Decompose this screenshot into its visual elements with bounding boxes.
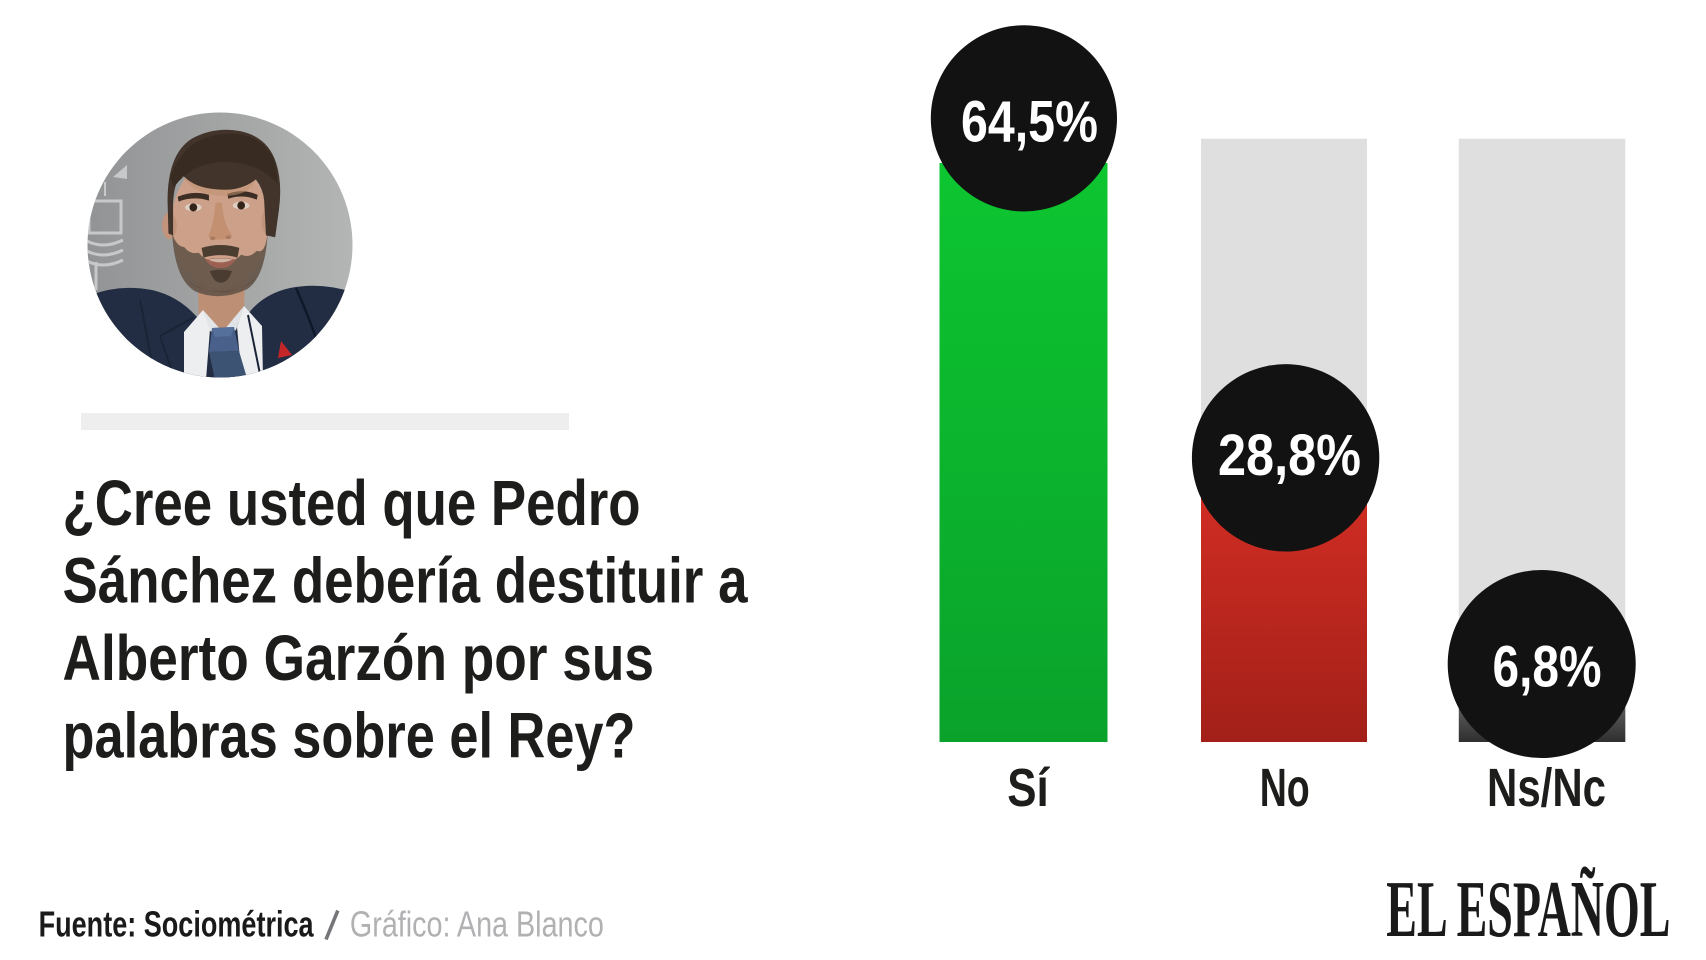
svg-text:Gráfico: Ana Blanco: Gráfico: Ana Blanco [350,904,604,945]
svg-text:No: No [1260,758,1310,818]
svg-text:Ns/Nc: Ns/Nc [1487,758,1606,818]
svg-text:Fuente: Sociométrica: Fuente: Sociométrica [39,904,315,945]
svg-text:Sí: Sí [1007,758,1050,818]
svg-text:¿Cree usted que Pedro: ¿Cree usted que Pedro [63,467,641,539]
svg-text:64,5%: 64,5% [961,90,1098,155]
svg-text:Alberto Garzón por sus: Alberto Garzón por sus [63,622,655,694]
svg-text:palabras sobre el Rey?: palabras sobre el Rey? [63,700,636,772]
svg-text:Sánchez debería destituir a: Sánchez debería destituir a [63,545,748,617]
svg-text:6,8%: 6,8% [1493,635,1602,700]
svg-text:EL ESPAÑOL: EL ESPAÑOL [1386,864,1670,954]
svg-text:28,8%: 28,8% [1218,423,1361,488]
